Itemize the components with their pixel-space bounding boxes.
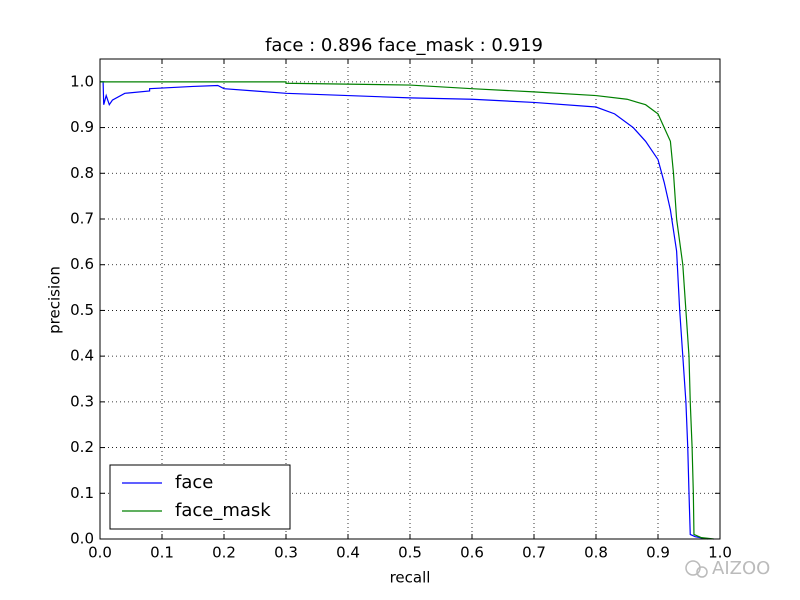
y-tick-label: 1.0 [70, 72, 94, 90]
x-tick-label: 0.7 [522, 544, 546, 562]
x-tick-label: 0.3 [274, 544, 298, 562]
y-tick-label: 0.5 [70, 301, 94, 319]
x-tick-label: 0.5 [398, 544, 422, 562]
watermark: AIZOO [712, 558, 770, 579]
y-tick-label: 0.1 [70, 484, 94, 502]
y-tick-label: 0.2 [70, 438, 94, 456]
x-tick-label: 0.8 [584, 544, 608, 562]
y-tick-label: 0.6 [70, 255, 94, 273]
legend-box [109, 464, 291, 530]
x-tick-label: 0.1 [150, 544, 174, 562]
series-line [100, 81, 714, 540]
y-tick-label: 0.4 [70, 347, 94, 365]
y-tick-label: 0.8 [70, 164, 94, 182]
x-tick-label: 0.0 [88, 544, 112, 562]
x-tick-label: 0.4 [336, 544, 360, 562]
x-tick-label: 0.2 [212, 544, 236, 562]
legend-label: face_mask [175, 500, 271, 521]
y-axis-label: precision [46, 266, 64, 334]
y-tick-label: 0.9 [70, 118, 94, 136]
x-tick-label: 0.9 [646, 544, 670, 562]
y-tick-label: 0.7 [70, 210, 94, 228]
x-tick-label: 0.6 [460, 544, 484, 562]
x-tick-label: 1.0 [708, 544, 732, 562]
chart-title: face : 0.896 face_mask : 0.919 [265, 35, 543, 56]
legend-label: face [175, 472, 213, 493]
y-tick-label: 0.3 [70, 392, 94, 410]
x-axis-label: recall [390, 569, 431, 587]
watermark-icon [685, 560, 708, 578]
plot-frame [99, 58, 721, 540]
y-tick-label: 0.0 [70, 530, 94, 548]
legend: face face_mask [109, 464, 291, 530]
series-line [100, 81, 708, 540]
